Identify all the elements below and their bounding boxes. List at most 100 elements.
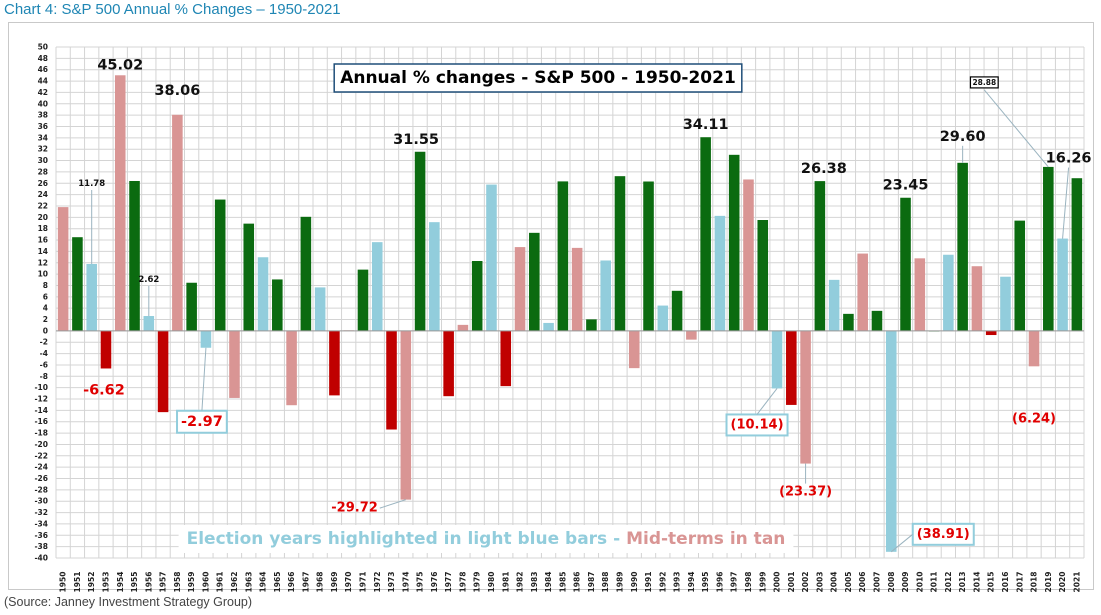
y-tick-label: -28 [34, 485, 48, 494]
bar-2002 [800, 331, 811, 464]
bar-1997 [729, 155, 740, 331]
x-tick-label: 1992 [658, 572, 667, 593]
x-tick-label: 2012 [944, 572, 953, 593]
x-tick-label: 2021 [1072, 572, 1081, 593]
y-tick-label: 20 [38, 213, 48, 222]
x-tick-label: 2003 [815, 572, 824, 593]
bar-1984 [543, 323, 554, 331]
bar-1965 [272, 279, 283, 330]
y-tick-label: 30 [38, 156, 48, 165]
x-tick-label: 1983 [530, 572, 539, 593]
bar-2006 [857, 254, 868, 331]
bar-1978 [458, 325, 469, 331]
bar-1992 [658, 306, 669, 331]
x-tick-label: 2013 [958, 572, 967, 593]
x-tick-label: 1998 [744, 572, 753, 593]
x-tick-label: 1984 [544, 572, 553, 593]
bar-1957 [158, 331, 169, 412]
x-tick-label: 2018 [1030, 572, 1039, 593]
x-tick-label: 1954 [116, 572, 125, 593]
bar-1962 [229, 331, 240, 398]
y-tick-label: -20 [34, 440, 48, 449]
bar-1979 [472, 261, 483, 331]
bar-1982 [515, 247, 526, 331]
bar-1955 [129, 181, 140, 331]
annotation-1974: -29.72 [331, 501, 378, 516]
annotation-2000: (10.14) [731, 417, 784, 432]
bar-1977 [443, 331, 454, 396]
y-tick-label: 42 [38, 88, 48, 97]
x-tick-label: 1990 [630, 572, 639, 593]
x-tick-label: 1994 [687, 572, 696, 593]
x-tick-label: 1973 [387, 572, 396, 593]
x-tick-label: 1974 [401, 572, 410, 593]
y-tick-label: 8 [43, 281, 48, 290]
annotation-1960: -2.97 [181, 414, 223, 430]
bar-1964 [258, 257, 269, 331]
y-tick-label: -16 [34, 417, 48, 426]
annotation-1952: 11.78 [78, 179, 105, 189]
y-tick-label: 34 [38, 133, 48, 142]
x-tick-label: 1960 [201, 572, 210, 593]
annotation-1960-leader [202, 348, 206, 411]
y-tick-label: 16 [38, 236, 48, 245]
bar-2000 [772, 331, 783, 389]
bar-1981 [500, 331, 511, 386]
x-tick-label: 1988 [601, 572, 610, 593]
x-tick-label: 1950 [59, 572, 68, 593]
bar-1951 [72, 237, 83, 331]
y-tick-label: -40 [34, 554, 48, 563]
y-tick-label: 12 [38, 258, 48, 267]
bar-2007 [872, 311, 883, 331]
bar-2019 [1043, 167, 1054, 331]
bar-1973 [386, 331, 397, 430]
annotation-2003: 26.38 [801, 161, 847, 177]
bar-1968 [315, 287, 326, 330]
x-tick-label: 2020 [1058, 572, 1067, 593]
y-tick-label: -32 [34, 508, 48, 517]
annotation-1958: 38.06 [154, 83, 200, 99]
x-tick-label: 2006 [858, 572, 867, 593]
bar-1952 [86, 264, 97, 331]
x-tick-label: 1986 [573, 572, 582, 593]
y-tick-label: 32 [38, 145, 48, 154]
bar-1959 [186, 283, 197, 331]
bar-2017 [1014, 221, 1025, 331]
y-tick-label: 44 [38, 77, 48, 86]
bar-1969 [329, 331, 340, 395]
annotation-1975: 31.55 [393, 132, 439, 148]
bar-1987 [586, 319, 597, 331]
grid-layer [56, 47, 1084, 558]
y-tick-label: -30 [34, 497, 48, 506]
bar-2020 [1057, 239, 1068, 331]
bar-2003 [815, 181, 826, 331]
bar-1988 [600, 260, 611, 330]
y-tick-label: -22 [34, 451, 48, 460]
bar-2021 [1072, 178, 1083, 331]
bar-1954 [115, 75, 126, 331]
annotation-2013: 29.60 [940, 129, 986, 145]
x-tick-label: 2008 [887, 572, 896, 593]
y-tick-label: -38 [34, 542, 48, 551]
bar-1986 [572, 248, 583, 331]
x-tick-label: 2019 [1044, 572, 1053, 593]
x-tick-label: 1985 [558, 572, 567, 593]
bar-1993 [672, 291, 683, 331]
x-tick-label: 1995 [701, 572, 710, 593]
bar-1971 [358, 270, 369, 331]
annotation-2020: 16.26 [1046, 151, 1092, 167]
y-tick-label: 18 [38, 224, 48, 233]
x-tick-label: 2016 [1001, 572, 1010, 593]
y-tick-label: 40 [38, 99, 48, 108]
x-tick-label: 1977 [444, 572, 453, 593]
source-note: (Source: Janney Investment Strategy Grou… [4, 595, 252, 609]
legend-text: Election years highlighted in light blue… [187, 529, 786, 549]
y-tick-label: 10 [38, 270, 48, 279]
x-tick-label: 2014 [972, 572, 981, 593]
x-tick-label: 1964 [259, 572, 268, 593]
x-tick-label: 1967 [301, 572, 310, 593]
y-tick-label: -6 [40, 360, 48, 369]
x-tick-label: 1980 [487, 572, 496, 593]
x-tick-label: 2010 [915, 572, 924, 593]
x-tick-label: 2009 [901, 572, 910, 593]
